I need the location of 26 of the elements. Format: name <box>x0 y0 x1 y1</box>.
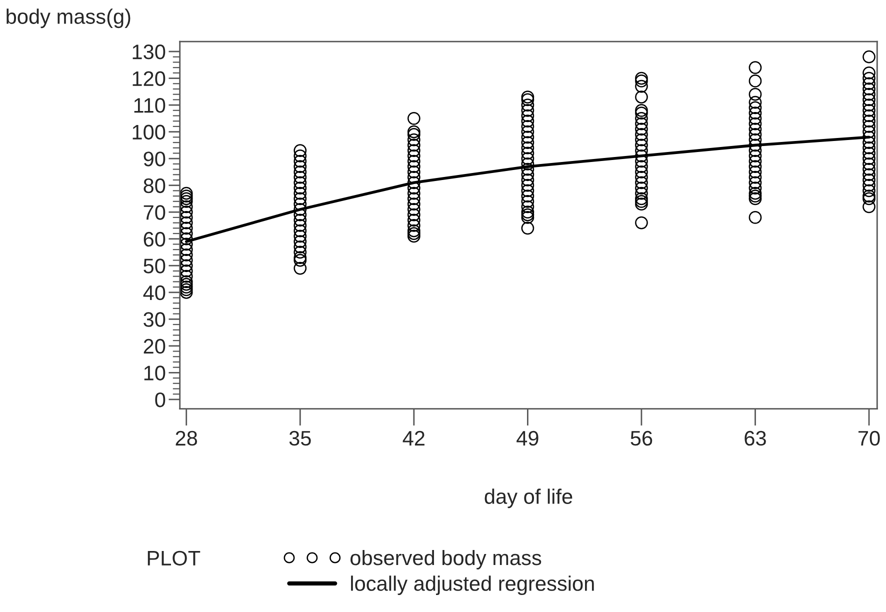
y-tick-label: 40 <box>143 285 166 300</box>
y-axis-title: body mass(g) <box>6 8 130 28</box>
y-tick-label: 60 <box>144 232 166 247</box>
x-tick-label: 49 <box>516 430 538 446</box>
y-tick-label: 0 <box>155 392 166 408</box>
y-tick-label: 30 <box>144 312 166 327</box>
y-tick-label: 80 <box>144 178 166 194</box>
y-tick-label: 70 <box>144 205 166 220</box>
y-tick-label: 20 <box>144 338 166 354</box>
y-tick-label: 130 <box>132 44 166 60</box>
y-tick-label: 10 <box>144 366 166 380</box>
x-tick-label: 28 <box>176 430 198 446</box>
x-tick-label: 35 <box>289 430 311 446</box>
x-tick-label: 42 <box>402 430 424 446</box>
y-tick-label: 120 <box>132 71 166 86</box>
legend-title: PLOT <box>148 550 200 566</box>
x-tick-label: 56 <box>630 430 652 446</box>
legend-label: observed body mass <box>350 550 542 570</box>
x-tick-label: 63 <box>744 430 766 446</box>
y-tick-label: 110 <box>134 98 166 113</box>
legend-label: locally adjusted regression <box>351 576 594 596</box>
y-tick-label: 50 <box>144 258 166 274</box>
y-tick-label: 100 <box>132 124 166 140</box>
x-axis-title: day of life <box>484 488 572 508</box>
x-tick-label: 70 <box>858 430 880 446</box>
y-tick-label: 90 <box>144 152 166 166</box>
